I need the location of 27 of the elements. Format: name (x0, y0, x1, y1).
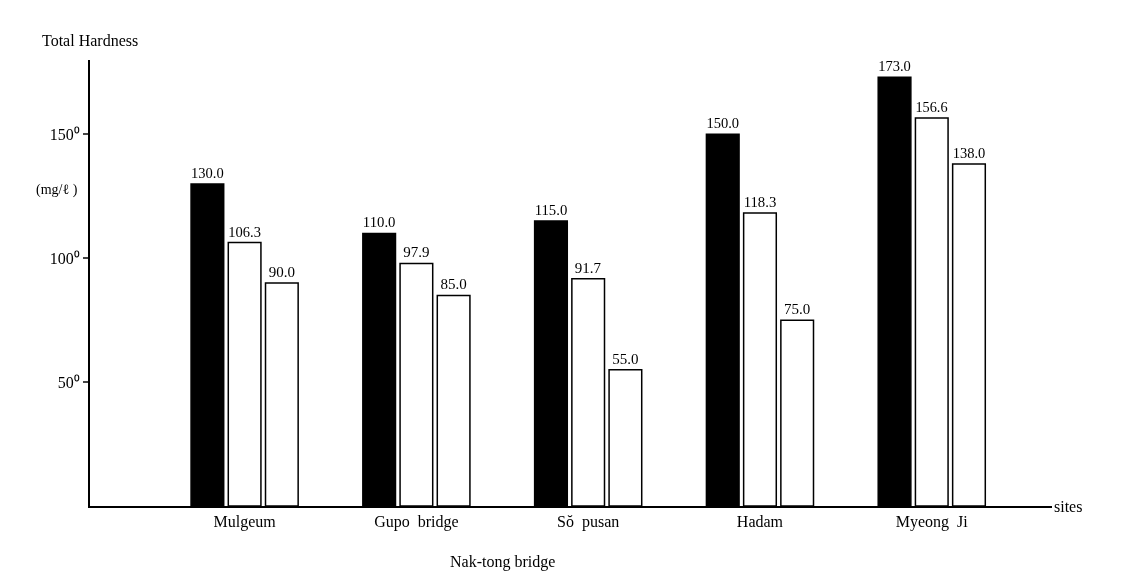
data-label: 130.0 (191, 164, 224, 181)
y-tick-label: 150⁰ (49, 125, 80, 143)
x-tick-label: Myeong Ji (895, 513, 969, 532)
data-label: 173.0 (878, 58, 911, 75)
data-label: 75.0 (784, 301, 811, 318)
y-tick-label: 50⁰ (57, 373, 80, 391)
data-label: 55.0 (612, 350, 639, 367)
data-label: 150.0 (706, 115, 740, 132)
x-tick-label: Sŏ pusan (557, 513, 620, 532)
x-tick-label: Hadam (736, 513, 784, 531)
data-label: 110.0 (362, 214, 396, 231)
y-axis-title: Total Hardness (42, 32, 139, 49)
x-tick-label: Gupo bridge (374, 513, 459, 532)
data-label: 90.0 (268, 264, 295, 280)
text: Nak-tong bridge (450, 553, 556, 571)
data-label: 138.0 (952, 145, 986, 162)
data-label: 106.3 (228, 223, 261, 240)
y-tick-label: 100⁰ (49, 249, 80, 267)
data-label: 156.6 (915, 99, 948, 116)
data-label: 97.9 (403, 244, 430, 261)
x-tick-label: Mulgeum (213, 513, 277, 532)
data-label: 91.7 (574, 259, 602, 276)
data-label: 85.0 (440, 276, 467, 293)
x-axis-title: sites (1054, 498, 1083, 515)
text: (mg/ℓ ) (36, 182, 78, 198)
data-label: 118.3 (743, 193, 777, 210)
data-label: 115.0 (534, 202, 568, 219)
